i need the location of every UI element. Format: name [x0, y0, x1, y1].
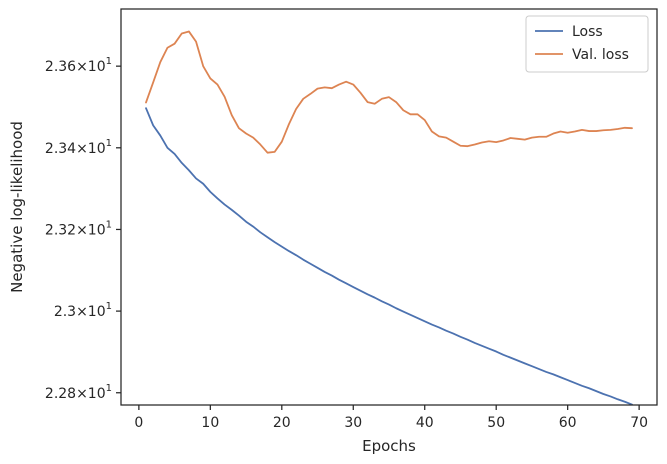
- y-tick-label: 2.36×101: [45, 56, 112, 75]
- series-layer: [145, 30, 633, 406]
- y-tick-label: 2.32×101: [45, 219, 112, 238]
- x-axis-ticks: 0 10 20 30 40 50 60 70: [134, 405, 648, 431]
- x-tick-label: 50: [487, 415, 505, 431]
- legend-box: [525, 15, 649, 73]
- y-axis-label: Negative log-likelihood: [8, 121, 26, 293]
- x-axis-label: Epochs: [362, 437, 416, 455]
- axes-frame: [120, 8, 658, 406]
- x-tick-label: 40: [416, 415, 434, 431]
- series-line-val-loss: [145, 30, 633, 154]
- x-tick-label: 70: [630, 415, 648, 431]
- y-tick-label: 2.3×101: [54, 301, 112, 320]
- x-tick-label: 10: [201, 415, 219, 431]
- x-tick-label: 30: [344, 415, 362, 431]
- legend-label: Val. loss: [572, 47, 629, 63]
- y-tick-label: 2.28×101: [45, 383, 112, 402]
- x-tick-label: 20: [273, 415, 291, 431]
- legend-label: Loss: [572, 24, 603, 40]
- x-tick-label: 0: [134, 415, 143, 431]
- y-axis-ticks: 2.28×101 2.3×101 2.32×101 2.34×101 2.36×101: [45, 56, 121, 402]
- x-tick-label: 60: [559, 415, 577, 431]
- legend: Loss Val. loss: [525, 15, 649, 73]
- y-tick-label: 2.34×101: [45, 138, 112, 157]
- series-line-loss: [145, 107, 633, 406]
